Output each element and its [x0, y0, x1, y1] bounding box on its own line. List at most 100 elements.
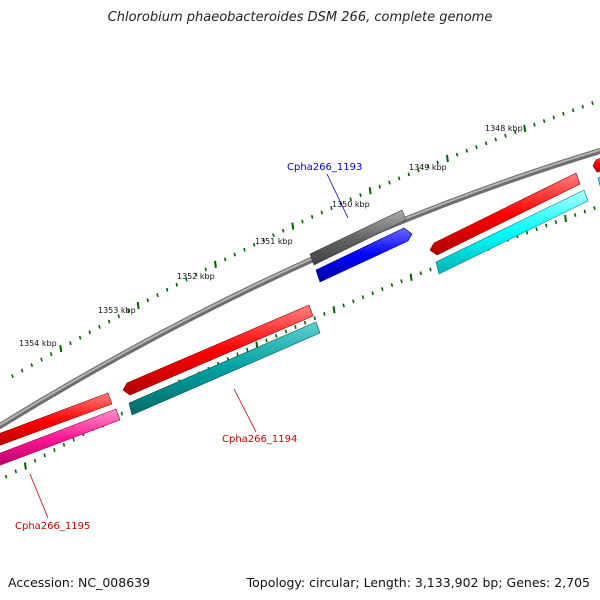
- minor-tick: [330, 206, 333, 210]
- minor-tick: [284, 329, 288, 334]
- minor-tick: [573, 213, 577, 217]
- minor-tick: [236, 352, 239, 357]
- minor-tick: [465, 148, 468, 153]
- minor-tick: [72, 437, 75, 442]
- minor-tick: [262, 238, 265, 242]
- minor-tick: [378, 184, 381, 189]
- minor-tick: [165, 287, 169, 292]
- gene-1195-leader: [29, 473, 49, 519]
- minor-tick: [359, 193, 362, 197]
- minor-tick: [310, 215, 314, 219]
- minor-tick: [426, 164, 430, 169]
- gene-edge-red[interactable]: [592, 154, 600, 173]
- minor-tick: [156, 293, 159, 297]
- minor-tick: [185, 277, 188, 282]
- major-tick: [564, 214, 567, 223]
- outer-tick-row: [11, 101, 594, 378]
- gene-right-red[interactable]: [429, 172, 581, 256]
- gene-label-cpha266-1195[interactable]: Cpha266_1195: [15, 521, 90, 532]
- minor-tick: [349, 197, 352, 202]
- minor-tick: [545, 223, 548, 228]
- genome-summary: Topology: circular; Length: 3,133,902 bp…: [246, 575, 590, 590]
- minor-tick: [320, 210, 323, 215]
- tick-label-1348: 1348 kbp: [485, 124, 523, 133]
- minor-tick: [397, 176, 401, 181]
- minor-tick: [233, 252, 236, 257]
- gene-1194-leader: [233, 388, 257, 433]
- minor-tick: [381, 287, 384, 291]
- minor-tick: [274, 334, 278, 338]
- minor-tick: [417, 168, 420, 173]
- gene-cpha266-1194[interactable]: [122, 304, 314, 396]
- tick-label-1352: 1352 kbp: [177, 272, 215, 281]
- gene-cpha266-1194-feature[interactable]: [128, 321, 321, 416]
- minor-tick: [120, 411, 124, 416]
- minor-tick: [323, 312, 326, 316]
- minor-tick: [53, 448, 56, 452]
- minor-tick: [49, 352, 53, 356]
- minor-tick: [504, 133, 507, 138]
- minor-tick: [562, 111, 565, 116]
- minor-tick: [127, 308, 130, 313]
- minor-tick: [581, 104, 584, 109]
- gene-cpha266-1195[interactable]: [0, 392, 113, 449]
- minor-tick: [175, 282, 178, 287]
- accession-label: Accession: NC_008639: [8, 575, 151, 590]
- inner-tick-row: [4, 206, 596, 479]
- gene-cpha266-1193-feature[interactable]: [315, 227, 413, 283]
- major-tick: [409, 273, 413, 281]
- gene-right-cyan-feature[interactable]: [435, 189, 589, 275]
- minor-tick: [30, 363, 33, 367]
- minor-tick: [246, 347, 249, 352]
- minor-tick: [484, 141, 488, 146]
- minor-tick: [371, 291, 374, 296]
- minor-tick: [4, 474, 8, 479]
- genome-backbone: [0, 147, 600, 430]
- minor-tick: [301, 219, 304, 224]
- minor-tick: [554, 220, 558, 224]
- major-tick: [214, 260, 217, 269]
- minor-tick: [223, 257, 227, 262]
- gene-reverse-gray[interactable]: [309, 209, 407, 266]
- minor-tick: [204, 267, 207, 272]
- gene-label-cpha266-1194[interactable]: Cpha266_1194: [222, 434, 297, 445]
- minor-tick: [400, 279, 403, 284]
- minor-tick: [62, 442, 66, 447]
- genome-backbone-highlight: [0, 148, 600, 427]
- tick-label-1351: 1351 kbp: [255, 237, 293, 246]
- minor-tick: [252, 242, 256, 247]
- minor-tick: [20, 368, 24, 373]
- minor-tick: [455, 152, 459, 157]
- minor-tick: [303, 320, 307, 325]
- minor-tick: [352, 299, 355, 304]
- minor-tick: [429, 267, 432, 272]
- minor-tick: [475, 145, 478, 149]
- minor-tick: [69, 341, 72, 346]
- minor-tick: [535, 227, 538, 232]
- gene-cpha266-1195-feature[interactable]: [0, 408, 121, 469]
- minor-tick: [281, 228, 285, 233]
- minor-tick: [33, 458, 37, 463]
- minor-tick: [14, 469, 17, 474]
- minor-tick: [272, 233, 275, 238]
- minor-tick: [388, 180, 391, 185]
- major-tick: [136, 301, 140, 310]
- major-tick: [291, 222, 295, 230]
- map-title: Chlorobium phaeobacteroides DSM 266, com…: [107, 10, 493, 25]
- major-tick: [523, 124, 527, 133]
- tick-label-1353: 1353 kbp: [98, 306, 136, 315]
- minor-tick: [542, 119, 546, 123]
- major-tick: [332, 306, 336, 314]
- gene-1193-leader: [326, 173, 349, 219]
- minor-tick: [342, 303, 345, 308]
- gene-label-cpha266-1193[interactable]: Cpha266_1193: [287, 162, 362, 173]
- tick-label-1350: 1350 kbp: [332, 200, 370, 209]
- minor-tick: [593, 206, 596, 210]
- minor-tick: [88, 330, 91, 335]
- minor-tick: [407, 172, 410, 177]
- minor-tick: [194, 272, 198, 277]
- minor-tick: [361, 295, 365, 300]
- minor-tick: [571, 108, 575, 113]
